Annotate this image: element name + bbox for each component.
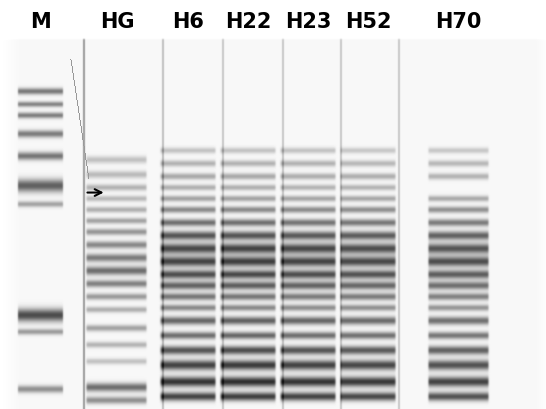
Text: H52: H52 [345,12,392,32]
Text: H6: H6 [173,12,204,32]
Text: H22: H22 [225,12,271,32]
Text: H70: H70 [436,12,482,32]
Text: HG: HG [100,12,135,32]
Text: H23: H23 [286,12,331,32]
Text: M: M [31,12,51,32]
